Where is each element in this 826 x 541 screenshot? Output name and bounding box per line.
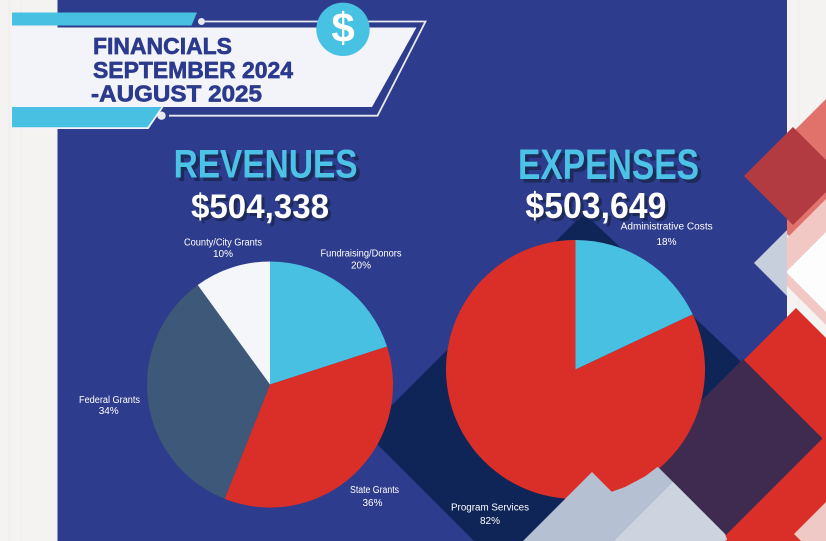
svg-text:Administrative Costs: Administrative Costs	[621, 222, 713, 233]
svg-text:18%: 18%	[656, 237, 676, 248]
svg-text:Program Services: Program Services	[451, 503, 529, 514]
svg-text:State Grants: State Grants	[350, 485, 399, 496]
svg-text:$504,338: $504,338	[194, 191, 332, 229]
svg-text:$503,649: $503,649	[529, 188, 670, 229]
svg-text:-AUGUST 2025: -AUGUST 2025	[91, 81, 262, 107]
svg-text:REVENUES: REVENUES	[174, 143, 358, 187]
svg-text:34%: 34%	[99, 406, 119, 417]
svg-text:REVENUES: REVENUES	[177, 146, 361, 190]
svg-text:FINANCIALS: FINANCIALS	[93, 33, 232, 59]
svg-text:EXPENSES: EXPENSES	[518, 141, 699, 189]
svg-text:82%: 82%	[480, 516, 500, 527]
svg-text:SEPTEMBER 2024: SEPTEMBER 2024	[93, 57, 293, 83]
svg-text:$504,338: $504,338	[191, 188, 329, 226]
svg-text:36%: 36%	[362, 498, 382, 509]
svg-text:20%: 20%	[351, 260, 371, 271]
svg-text:10%: 10%	[213, 249, 233, 260]
svg-text:County/City Grants: County/City Grants	[184, 238, 262, 249]
svg-text:$: $	[331, 4, 354, 51]
svg-text:EXPENSES: EXPENSES	[522, 145, 703, 193]
svg-text:Federal Grants: Federal Grants	[79, 395, 140, 406]
svg-text:Fundraising/Donors: Fundraising/Donors	[321, 249, 402, 260]
svg-text:$503,649: $503,649	[525, 185, 666, 226]
